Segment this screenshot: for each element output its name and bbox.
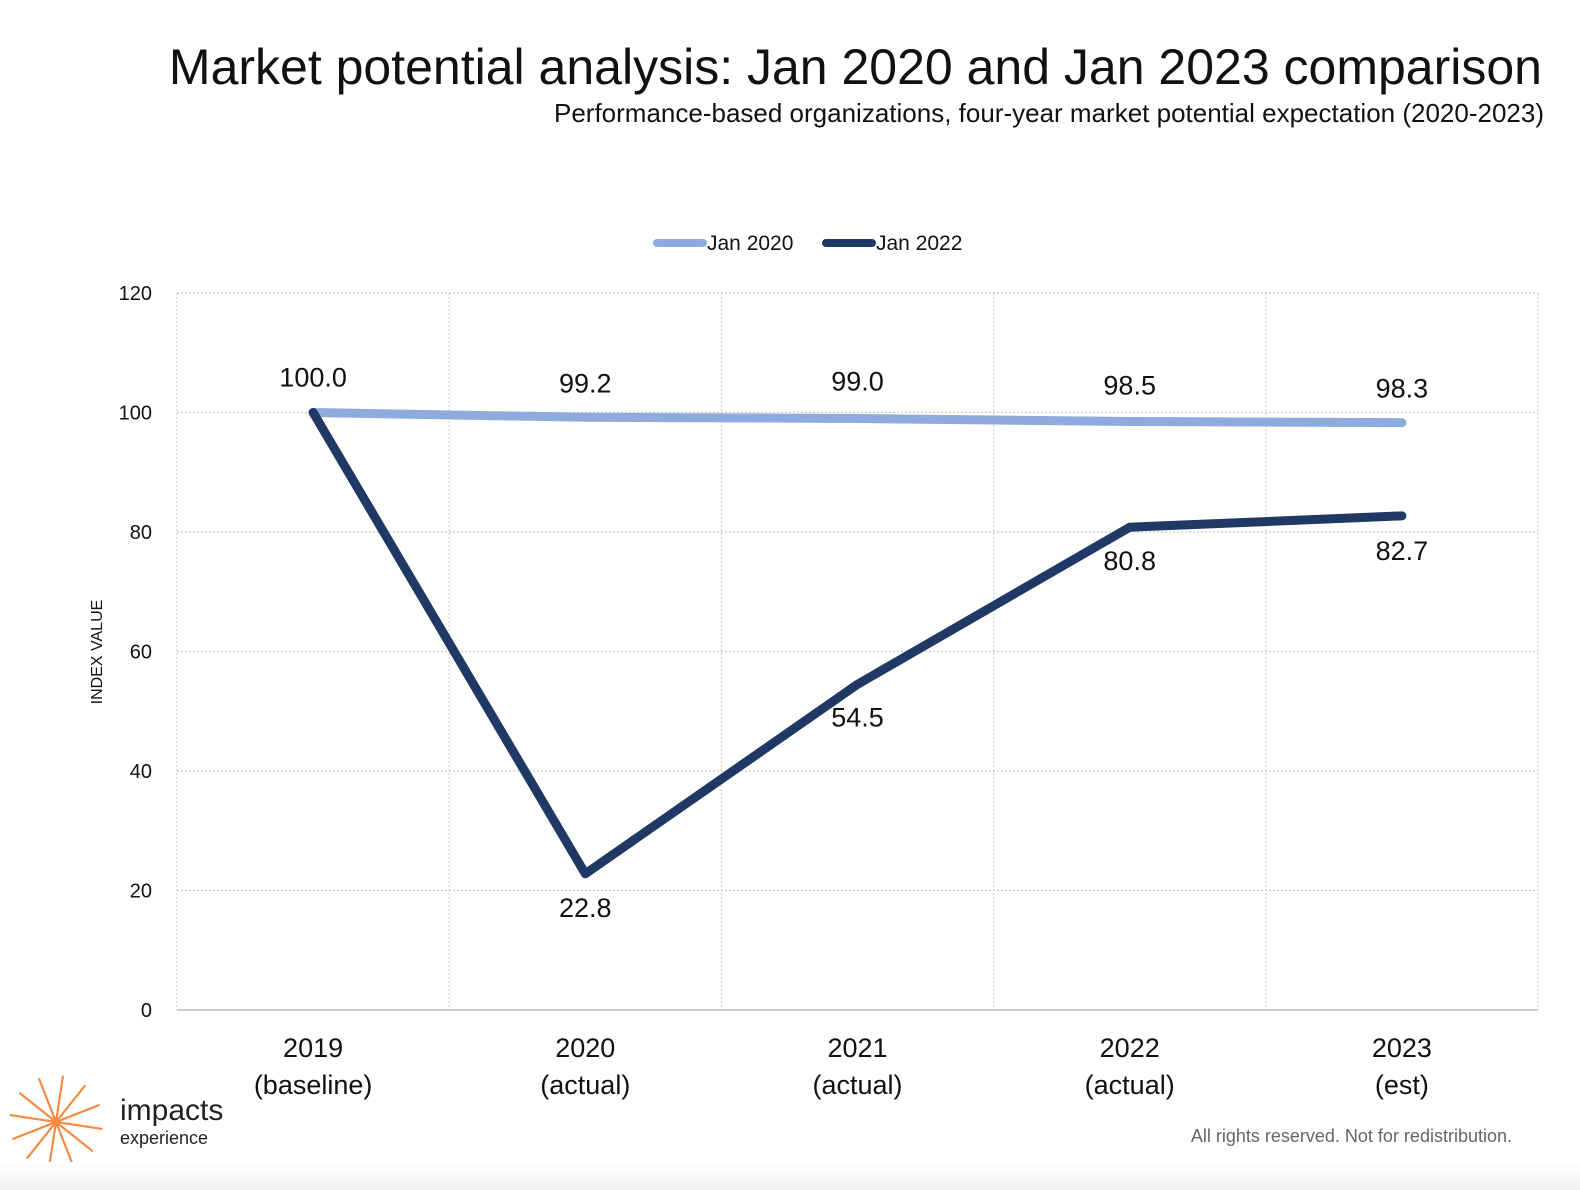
y-axis-title: INDEX VALUE xyxy=(89,600,106,705)
data-label: 98.3 xyxy=(1376,374,1429,404)
data-label: 22.8 xyxy=(559,893,612,923)
series-line-1 xyxy=(308,408,1407,428)
bottom-divider xyxy=(0,1162,1580,1190)
chart-title: Market potential analysis: Jan 2020 and … xyxy=(168,39,1542,95)
data-label: 54.5 xyxy=(831,702,884,732)
y-tick-label: 20 xyxy=(130,881,152,903)
legend-label-2: Jan 2022 xyxy=(876,232,962,255)
data-label: 100.0 xyxy=(279,363,347,393)
y-tick-label: 60 xyxy=(130,642,152,664)
x-tick-label: 2023 xyxy=(1372,1033,1432,1063)
x-tick-label: 2021 xyxy=(827,1033,887,1063)
logo-subtext: experience xyxy=(120,1128,209,1148)
x-tick-label: (actual) xyxy=(812,1070,902,1100)
data-label: 80.8 xyxy=(1103,546,1156,576)
impacts-logo-icon xyxy=(9,1075,103,1169)
x-tick-label: (actual) xyxy=(540,1070,630,1100)
copyright-note: All rights reserved. Not for redistribut… xyxy=(1190,1126,1512,1146)
y-tick-label: 100 xyxy=(119,403,152,425)
x-tick-label: (baseline) xyxy=(254,1070,373,1100)
x-tick-label: 2020 xyxy=(555,1033,615,1063)
data-label: 99.0 xyxy=(831,366,884,396)
chart-subtitle: Performance-based organizations, four-ye… xyxy=(554,98,1544,128)
y-tick-label: 120 xyxy=(119,283,152,305)
y-tick-label: 0 xyxy=(141,1000,152,1022)
x-tick-label: 2022 xyxy=(1100,1033,1160,1063)
logo-ray xyxy=(12,1104,100,1140)
x-tick-label: 2019 xyxy=(283,1033,343,1063)
series-line-2 xyxy=(308,408,1407,879)
data-label: 82.7 xyxy=(1376,536,1429,566)
x-tick-label: (actual) xyxy=(1085,1070,1175,1100)
data-label: 99.2 xyxy=(559,368,612,398)
legend-label-1: Jan 2020 xyxy=(707,232,793,255)
logo-wordmark: impacts xyxy=(120,1094,224,1127)
y-tick-label: 80 xyxy=(130,522,152,544)
y-tick-label: 40 xyxy=(130,761,152,783)
data-label: 98.5 xyxy=(1103,370,1156,400)
x-tick-label: (est) xyxy=(1375,1070,1429,1100)
